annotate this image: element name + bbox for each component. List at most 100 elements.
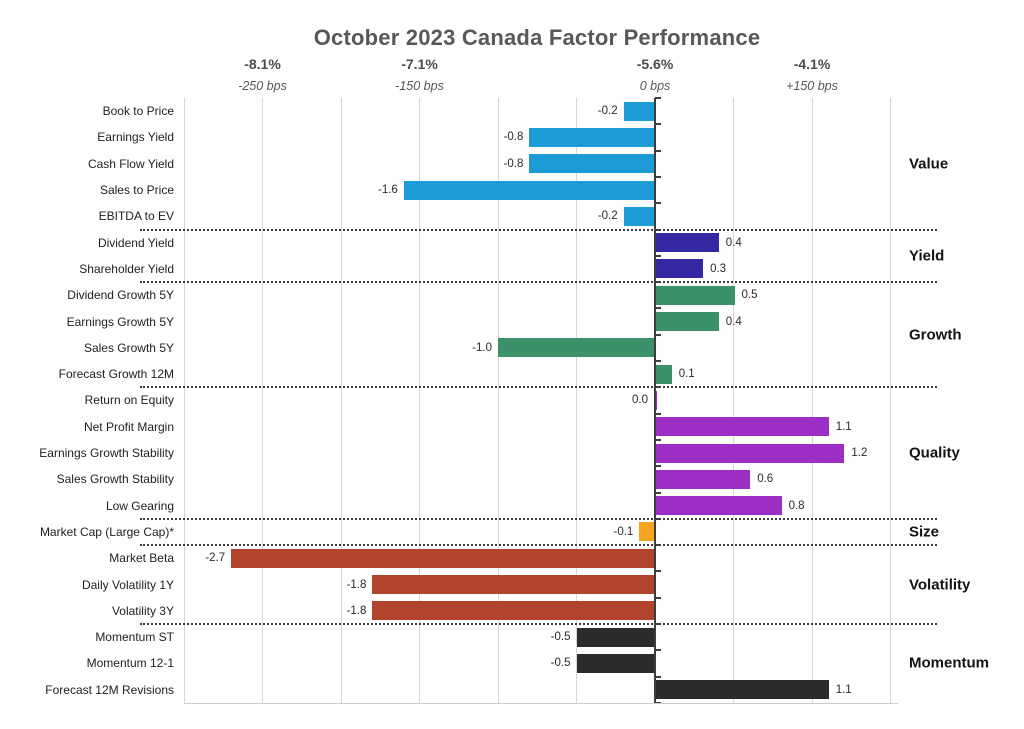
row-label: Return on Equity — [84, 393, 174, 408]
bar — [231, 548, 655, 568]
bar — [656, 469, 751, 489]
row-label: Sales to Price — [99, 183, 174, 198]
row-label: Sales Growth Stability — [56, 472, 174, 487]
group-label: Value — [909, 155, 949, 173]
bar-value-label: 1.2 — [851, 447, 868, 460]
bar-value-label: 0.5 — [741, 289, 758, 302]
zero-axis-tick — [655, 254, 661, 257]
zero-axis-tick — [655, 360, 661, 362]
group-separator — [140, 623, 937, 625]
bar-value-label: -0.8 — [503, 131, 524, 144]
bar — [656, 496, 782, 516]
bar-value-label: -0.2 — [597, 210, 618, 223]
bar-value-label: 0.4 — [725, 315, 742, 328]
axis-bps-label: -150 bps — [395, 79, 444, 93]
row-label: Low Gearing — [105, 498, 174, 513]
zero-axis-tick — [655, 491, 661, 494]
group-label: Size — [909, 523, 940, 541]
bar-value-label: -1.8 — [346, 578, 367, 591]
bar — [623, 206, 655, 226]
group-separator — [140, 386, 937, 389]
axis-pct-label: -8.1% — [244, 56, 281, 72]
row-label: Market Beta — [109, 551, 174, 566]
bar-value-label: 1.1 — [835, 683, 852, 696]
gridline — [340, 98, 342, 703]
plot-bottom-border — [184, 703, 899, 704]
zero-axis-tick — [655, 701, 661, 704]
row-label: Volatility 3Y — [111, 603, 174, 618]
row-label: Dividend Yield — [97, 235, 174, 250]
bar-value-label: 0.0 — [632, 394, 648, 407]
bar-value-label: 0.3 — [710, 262, 727, 275]
gridline — [262, 98, 263, 703]
group-label: Momentum — [909, 654, 989, 672]
row-label: Forecast Growth 12M — [58, 367, 174, 382]
bar-value-label: -0.8 — [503, 157, 524, 170]
zero-axis-tick — [655, 465, 661, 468]
bar — [656, 259, 704, 279]
bar — [498, 338, 655, 358]
bar-value-label: 0.1 — [678, 368, 695, 381]
bar — [656, 285, 735, 305]
zero-axis-tick — [655, 386, 661, 389]
bar — [529, 154, 655, 174]
gridline — [811, 98, 813, 703]
bar-value-label: -0.5 — [550, 657, 571, 670]
zero-axis-tick — [655, 412, 661, 415]
row-label: Shareholder Yield — [79, 261, 174, 276]
bar-value-label: -0.1 — [613, 525, 634, 538]
bar-value-label: 1.1 — [835, 420, 852, 433]
zero-axis-tick — [655, 649, 661, 652]
bar — [656, 312, 719, 332]
row-label: Net Profit Margin — [83, 419, 174, 434]
row-label: Dividend Growth 5Y — [67, 288, 174, 303]
zero-axis-tick — [655, 228, 661, 231]
zero-axis-tick — [655, 333, 661, 336]
row-label: Cash Flow Yield — [87, 156, 174, 171]
bar-value-label: 0.4 — [725, 236, 742, 249]
bar — [656, 417, 829, 437]
gridline — [419, 98, 420, 703]
gridline — [183, 98, 185, 703]
row-label: Earnings Growth 5Y — [66, 314, 174, 329]
bar-value-label: -0.2 — [597, 105, 618, 118]
zero-axis-tick — [655, 623, 661, 625]
zero-axis-tick — [655, 438, 661, 441]
zero-axis-tick — [655, 123, 661, 126]
bar-value-label: -1.6 — [377, 184, 398, 197]
bar — [372, 601, 655, 621]
zero-axis-tick — [655, 570, 661, 573]
zero-axis-tick — [655, 307, 661, 310]
row-label: Momentum ST — [95, 630, 174, 645]
axis-pct-label: -7.1% — [401, 56, 438, 72]
axis-bps-label: 0 bps — [639, 79, 671, 93]
gridline — [890, 98, 891, 703]
group-label: Volatility — [909, 576, 971, 594]
bar-value-label: -2.7 — [205, 552, 226, 565]
bar-value-label: -1.8 — [346, 604, 367, 617]
axis-pct-label: -5.6% — [636, 56, 674, 72]
gridline — [733, 98, 734, 703]
bar-value-label: -0.5 — [550, 631, 571, 644]
zero-axis — [654, 98, 656, 703]
zero-axis-tick — [655, 281, 661, 284]
bar — [576, 653, 655, 673]
group-separator — [140, 281, 937, 284]
row-label: Momentum 12-1 — [86, 656, 174, 671]
bar-value-label: 0.6 — [757, 473, 774, 486]
group-label: Growth — [909, 326, 962, 344]
group-label: Yield — [909, 247, 945, 265]
zero-axis-tick — [655, 175, 661, 178]
zero-axis-tick — [655, 596, 661, 599]
axis-pct-label: -4.1% — [793, 56, 831, 72]
bar-value-label: -1.0 — [472, 341, 492, 354]
bar — [623, 101, 655, 121]
group-separator — [140, 228, 937, 231]
bar — [639, 522, 655, 542]
row-label: Market Cap (Large Cap)* — [39, 524, 174, 539]
group-label: Quality — [909, 444, 960, 462]
row-label: Forecast 12M Revisions — [45, 682, 174, 697]
zero-axis-tick — [655, 675, 661, 678]
group-separator — [140, 517, 937, 520]
